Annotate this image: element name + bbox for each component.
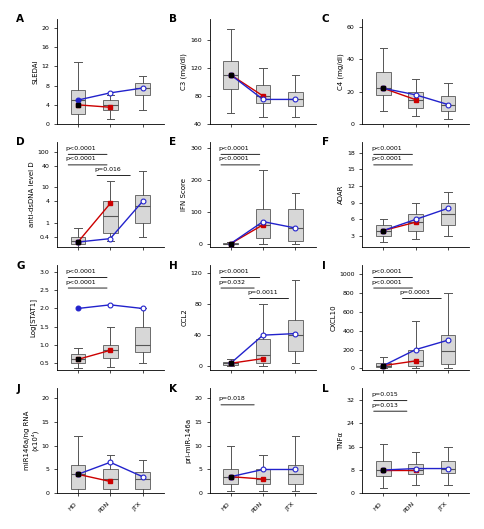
PathPatch shape: [136, 83, 150, 95]
PathPatch shape: [103, 469, 118, 489]
Y-axis label: Log[STAT1]: Log[STAT1]: [30, 298, 37, 337]
Text: p=0.032: p=0.032: [218, 280, 245, 285]
PathPatch shape: [71, 354, 85, 363]
PathPatch shape: [256, 85, 270, 103]
Y-axis label: C4 (mg/dl): C4 (mg/dl): [337, 53, 344, 89]
PathPatch shape: [376, 461, 391, 476]
PathPatch shape: [256, 469, 270, 484]
PathPatch shape: [441, 461, 455, 473]
PathPatch shape: [136, 327, 150, 352]
Text: A: A: [16, 14, 24, 24]
PathPatch shape: [71, 464, 85, 489]
PathPatch shape: [103, 100, 118, 110]
PathPatch shape: [224, 61, 238, 89]
Text: p<0.0001: p<0.0001: [65, 280, 96, 285]
Text: p<0.0001: p<0.0001: [371, 157, 402, 161]
Text: F: F: [322, 138, 329, 148]
Text: p<0.0001: p<0.0001: [65, 146, 96, 151]
PathPatch shape: [408, 214, 423, 231]
PathPatch shape: [408, 92, 423, 108]
Text: p<0.0001: p<0.0001: [218, 146, 249, 151]
Y-axis label: IFN Score: IFN Score: [182, 178, 187, 211]
Text: p=0.018: p=0.018: [218, 396, 245, 402]
Text: p<0.0001: p<0.0001: [371, 146, 402, 151]
Y-axis label: CXCL10: CXCL10: [331, 304, 336, 331]
Y-axis label: TNFα: TNFα: [338, 432, 344, 450]
PathPatch shape: [136, 472, 150, 489]
PathPatch shape: [441, 96, 455, 111]
Text: H: H: [169, 261, 178, 271]
PathPatch shape: [224, 362, 238, 365]
PathPatch shape: [441, 203, 455, 225]
PathPatch shape: [408, 464, 423, 475]
Text: B: B: [169, 14, 177, 24]
PathPatch shape: [256, 339, 270, 362]
Y-axis label: C3 (mg/dl): C3 (mg/dl): [181, 53, 187, 90]
Y-axis label: ADAR: ADAR: [338, 185, 344, 204]
PathPatch shape: [71, 236, 85, 244]
PathPatch shape: [288, 464, 302, 484]
Y-axis label: SLEDAI: SLEDAI: [32, 59, 39, 84]
Text: p<0.0001: p<0.0001: [371, 269, 402, 274]
Text: G: G: [16, 261, 25, 271]
Y-axis label: anti-dsDNA level D: anti-dsDNA level D: [29, 162, 35, 227]
Text: p<0.0001: p<0.0001: [371, 280, 402, 285]
PathPatch shape: [376, 363, 391, 368]
Y-axis label: pri-miR-146a: pri-miR-146a: [185, 418, 191, 463]
PathPatch shape: [408, 350, 423, 366]
PathPatch shape: [441, 335, 455, 364]
Text: E: E: [169, 138, 176, 148]
Text: p=0.016: p=0.016: [94, 167, 121, 172]
PathPatch shape: [224, 469, 238, 484]
PathPatch shape: [376, 72, 391, 95]
Text: K: K: [169, 384, 177, 394]
PathPatch shape: [288, 320, 302, 351]
PathPatch shape: [376, 225, 391, 236]
Text: J: J: [16, 384, 20, 394]
Text: p<0.0001: p<0.0001: [65, 157, 96, 161]
PathPatch shape: [136, 195, 150, 223]
PathPatch shape: [71, 90, 85, 114]
PathPatch shape: [224, 243, 238, 244]
Text: C: C: [322, 14, 330, 24]
Text: p<0.0001: p<0.0001: [218, 269, 249, 274]
Text: p=0.0011: p=0.0011: [247, 290, 278, 295]
PathPatch shape: [288, 209, 302, 241]
Text: D: D: [16, 138, 25, 148]
Y-axis label: miR146a/ng RNA
(x10⁴): miR146a/ng RNA (x10⁴): [24, 411, 39, 470]
Y-axis label: CCL2: CCL2: [182, 309, 187, 326]
Text: p=0.013: p=0.013: [371, 403, 398, 408]
Text: I: I: [322, 261, 326, 271]
PathPatch shape: [256, 209, 270, 238]
Text: p=0.0003: p=0.0003: [400, 290, 430, 295]
Text: p<0.0001: p<0.0001: [218, 157, 249, 161]
PathPatch shape: [103, 345, 118, 358]
Text: L: L: [322, 384, 329, 394]
PathPatch shape: [288, 93, 302, 106]
PathPatch shape: [103, 202, 118, 233]
Text: p=0.015: p=0.015: [371, 392, 398, 397]
Text: p<0.0001: p<0.0001: [65, 269, 96, 274]
